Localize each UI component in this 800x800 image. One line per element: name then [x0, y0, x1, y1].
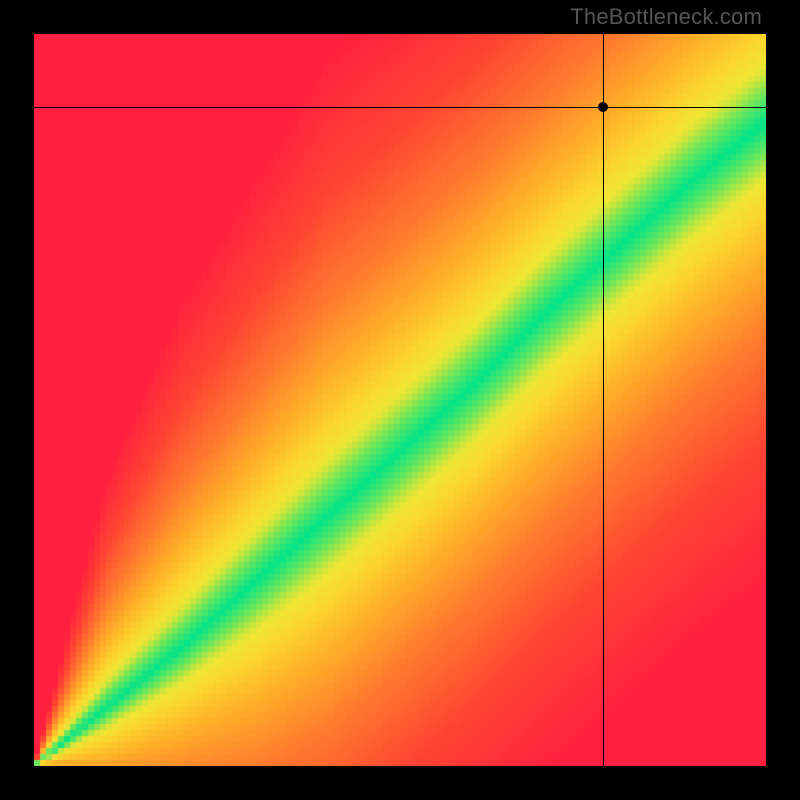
crosshair-vertical — [603, 34, 604, 766]
crosshair-horizontal — [34, 107, 766, 108]
watermark-text: TheBottleneck.com — [570, 4, 762, 30]
crosshair-marker-dot — [598, 102, 608, 112]
heatmap-canvas — [34, 34, 766, 766]
bottleneck-heatmap — [34, 34, 766, 766]
